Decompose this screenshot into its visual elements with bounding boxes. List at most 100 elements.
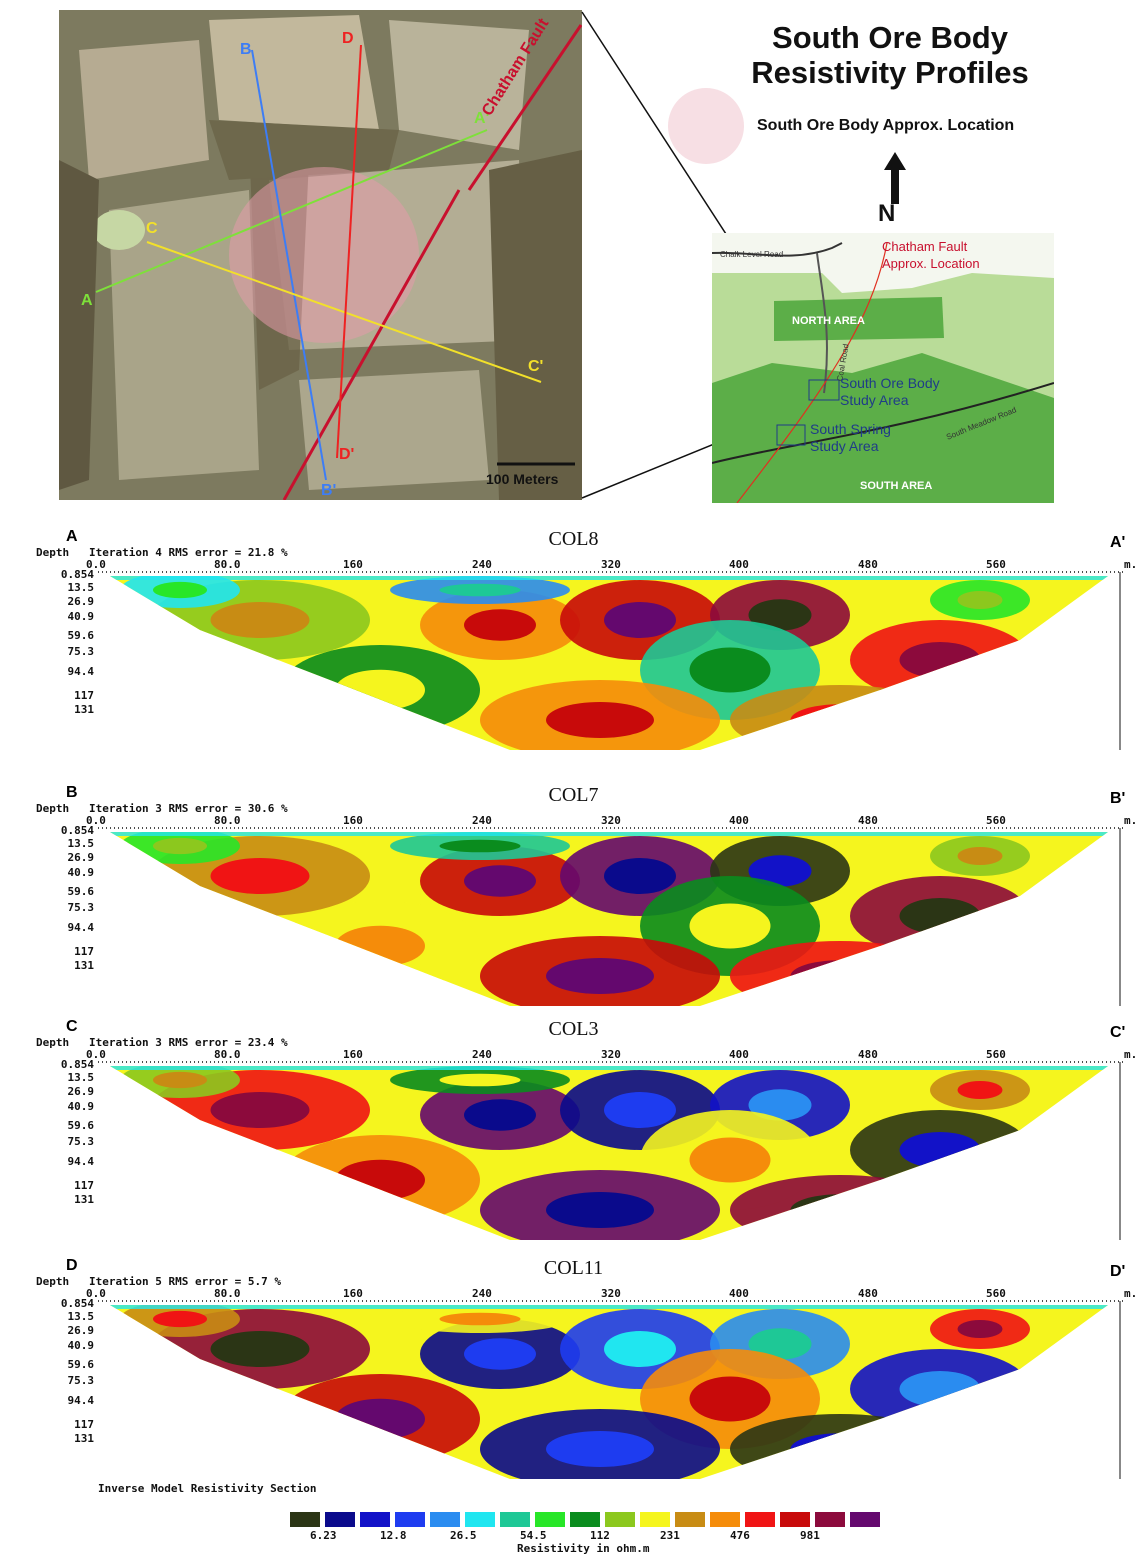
map-study-1-line-1: South Ore Body (840, 375, 940, 391)
x-tick-label: 480 (858, 558, 878, 571)
profile-name: COL8 (548, 528, 599, 550)
depth-tick-label: 59.6 (67, 1358, 95, 1371)
depth-tick-label: 26.9 (67, 1085, 95, 1098)
x-tick-label: 160 (343, 558, 363, 571)
page-title: South Ore Body Resistivity Profiles (700, 20, 1080, 90)
north-arrow-icon (884, 152, 906, 204)
scale-label: 476 (730, 1529, 750, 1542)
aerial-label-a-end: A' (474, 110, 490, 127)
depth-tick-label: 117 (74, 1179, 94, 1192)
depth-tick-label: 13.5 (67, 581, 95, 594)
x-tick-label: 400 (729, 1048, 749, 1061)
x-tick-label: 560 (986, 558, 1006, 571)
scale-swatch (815, 1512, 845, 1527)
depth-tick-label: 40.9 (67, 866, 95, 879)
profile-info: Depth Iteration 3 RMS error = 23.4 % (36, 1036, 288, 1049)
scale-label: 981 (800, 1529, 820, 1542)
scale-swatch (570, 1512, 600, 1527)
x-tick-label: 400 (729, 558, 749, 571)
ore-legend-label: South Ore Body Approx. Location (757, 117, 1015, 134)
map-fault-label-1: Chatham Fault (882, 239, 968, 254)
depth-tick-label: 117 (74, 945, 94, 958)
depth-tick-label: 75.3 (67, 901, 95, 914)
aerial-label-d-start: D (342, 30, 354, 47)
location-map-drawing (712, 233, 1054, 503)
aerial-photo: A A' B B' C C' D D' Chatham Fault 100 Me… (59, 10, 582, 500)
scale-swatch (675, 1512, 705, 1527)
profile-letter-start: C (66, 1018, 78, 1035)
depth-tick-label: 40.9 (67, 1339, 95, 1352)
scale-swatch (360, 1512, 390, 1527)
x-tick-label: 240 (472, 558, 492, 571)
x-tick-label: 80.0 (214, 814, 241, 827)
depth-tick-label: 26.9 (67, 595, 95, 608)
scale-swatch (850, 1512, 880, 1527)
depth-tick-label: 59.6 (67, 1119, 95, 1132)
depth-tick-label: 59.6 (67, 629, 95, 642)
x-unit-label: m. (1124, 558, 1138, 571)
map-study-1: South Ore Body Study Area (840, 375, 940, 409)
profile-panel: B B' COL7 Depth Iteration 3 RMS error = 30.… (0, 784, 1147, 1024)
scale-swatch (535, 1512, 565, 1527)
map-study-1-line-2: Study Area (840, 392, 909, 408)
x-tick-label: 80.0 (214, 1287, 241, 1300)
map-study-2-line-2: Study Area (810, 438, 879, 454)
x-unit-label: m. (1124, 814, 1138, 827)
profile-line-b (251, 49, 327, 481)
scale-swatch (500, 1512, 530, 1527)
depth-tick-label: 94.4 (67, 1394, 95, 1407)
x-tick-label: 240 (472, 1287, 492, 1300)
scale-swatch (395, 1512, 425, 1527)
depth-tick-label: 131 (74, 1432, 94, 1445)
x-tick-label: 560 (986, 814, 1006, 827)
x-tick-label: 240 (472, 814, 492, 827)
scale-swatch (290, 1512, 320, 1527)
map-fault-label-2: Approx. Location (882, 256, 980, 271)
depth-tick-label: 0.854 (60, 568, 94, 581)
x-tick-label: 480 (858, 1287, 878, 1300)
title-line-1: South Ore Body (772, 20, 1008, 55)
profile-name: COL7 (548, 784, 599, 806)
x-unit-label: m. (1124, 1048, 1138, 1061)
ore-legend-circle (668, 88, 744, 164)
x-tick-label: 400 (729, 1287, 749, 1300)
map-study-2-line-1: South Spring (810, 421, 891, 437)
depth-tick-label: 13.5 (67, 1310, 95, 1323)
x-tick-label: 480 (858, 814, 878, 827)
profile-name: COL3 (548, 1018, 599, 1040)
x-tick-label: 560 (986, 1287, 1006, 1300)
aerial-label-c-start: C (146, 220, 158, 237)
aerial-label-c-end: C' (528, 358, 544, 375)
x-tick-label: 0.0 (86, 1287, 106, 1300)
depth-tick-label: 94.4 (67, 921, 95, 934)
map-fault-label: Chatham Fault Approx. Location (882, 238, 980, 272)
location-map: Chatham Fault Approx. Location Chalk Lev… (712, 233, 1054, 503)
map-south-area: SOUTH AREA (860, 480, 933, 492)
depth-tick-label: 117 (74, 1418, 94, 1431)
scale-unit: Resistivity in ohm.m (517, 1542, 650, 1555)
scale-label: 54.5 (520, 1529, 547, 1542)
depth-tick-label: 26.9 (67, 1324, 95, 1337)
resistivity-section (98, 1300, 1125, 1479)
scale-label: 112 (590, 1529, 610, 1542)
resistivity-section (98, 1061, 1125, 1240)
profile-letter-end: B' (1110, 790, 1126, 807)
profile-info: Depth Iteration 4 RMS error = 21.8 % (36, 546, 288, 559)
profile-info: Depth Iteration 5 RMS error = 5.7 % (36, 1275, 282, 1288)
north-label: N (878, 200, 896, 227)
depth-tick-label: 94.4 (67, 665, 95, 678)
profile-letter-end: D' (1110, 1263, 1126, 1280)
profile-line-d (336, 44, 362, 459)
depth-tick-label: 40.9 (67, 1100, 95, 1113)
x-tick-label: 0.0 (86, 814, 106, 827)
scale-label: 6.23 (310, 1529, 337, 1542)
map-north-area: NORTH AREA (792, 315, 865, 327)
profile-info: Depth Iteration 3 RMS error = 30.6 % (36, 802, 288, 815)
depth-tick-label: 59.6 (67, 885, 95, 898)
scale-swatch (430, 1512, 460, 1527)
scale-swatch (465, 1512, 495, 1527)
x-tick-label: 240 (472, 1048, 492, 1061)
aerial-label-b-start: B (240, 41, 252, 58)
depth-tick-label: 94.4 (67, 1155, 95, 1168)
x-tick-label: 400 (729, 814, 749, 827)
